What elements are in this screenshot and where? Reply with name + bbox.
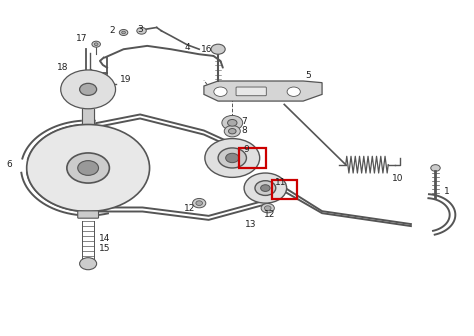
- Text: 8: 8: [242, 126, 247, 135]
- Text: 10: 10: [392, 174, 403, 183]
- Circle shape: [261, 185, 270, 192]
- Circle shape: [261, 204, 274, 213]
- Circle shape: [67, 153, 109, 183]
- Circle shape: [205, 138, 260, 177]
- Text: 17: 17: [76, 34, 88, 43]
- Circle shape: [196, 201, 202, 206]
- Text: 6: 6: [6, 160, 12, 169]
- Text: 16: 16: [201, 45, 212, 54]
- Circle shape: [255, 181, 276, 196]
- Text: 1: 1: [445, 187, 450, 196]
- Text: 12: 12: [184, 204, 195, 213]
- Circle shape: [119, 30, 128, 36]
- Circle shape: [228, 128, 236, 134]
- Circle shape: [78, 161, 99, 175]
- Circle shape: [61, 70, 116, 109]
- Circle shape: [80, 258, 97, 270]
- Text: 4: 4: [184, 43, 190, 52]
- Circle shape: [137, 28, 146, 34]
- Circle shape: [92, 41, 100, 47]
- Circle shape: [94, 43, 98, 46]
- Text: 7: 7: [242, 117, 247, 126]
- Text: 18: 18: [57, 63, 69, 72]
- Circle shape: [218, 148, 246, 168]
- Circle shape: [244, 173, 287, 203]
- Circle shape: [214, 87, 227, 96]
- Circle shape: [222, 116, 243, 130]
- Circle shape: [211, 44, 225, 54]
- Text: 2: 2: [109, 26, 115, 35]
- Circle shape: [80, 83, 97, 95]
- Text: 5: 5: [305, 72, 311, 81]
- FancyBboxPatch shape: [78, 211, 99, 218]
- Polygon shape: [204, 81, 322, 101]
- Circle shape: [122, 31, 126, 34]
- Circle shape: [431, 165, 440, 171]
- Text: 19: 19: [120, 75, 132, 84]
- Circle shape: [27, 125, 150, 211]
- Circle shape: [228, 120, 237, 126]
- Text: 15: 15: [99, 244, 110, 253]
- FancyBboxPatch shape: [236, 87, 266, 96]
- Text: 3: 3: [137, 25, 143, 34]
- Circle shape: [224, 126, 240, 137]
- Text: 9: 9: [244, 145, 249, 154]
- Text: 14: 14: [99, 234, 110, 243]
- Circle shape: [264, 206, 271, 210]
- Circle shape: [287, 87, 301, 96]
- Text: 13: 13: [246, 220, 257, 229]
- Text: 12: 12: [264, 210, 276, 219]
- Circle shape: [192, 199, 206, 208]
- Text: 11: 11: [275, 177, 286, 186]
- Circle shape: [226, 153, 239, 163]
